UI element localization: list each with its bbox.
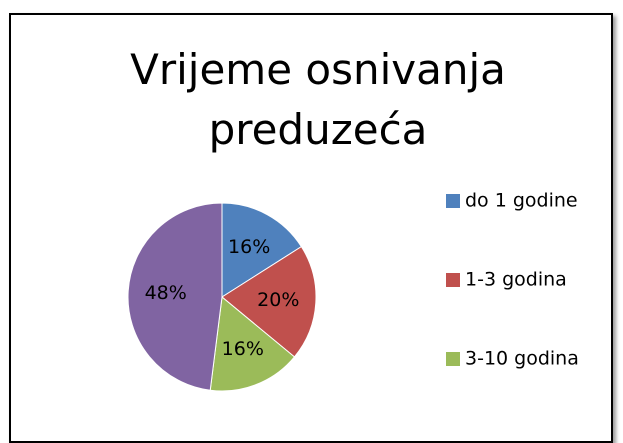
pie-slice [209, 296, 296, 392]
legend-swatch [446, 273, 460, 287]
legend-label: 3-10 godina [465, 348, 579, 370]
data-label: 16% [228, 236, 270, 258]
legend-swatch [446, 194, 460, 208]
chart-title: Vrijeme osnivanja preduzeća [130, 45, 506, 154]
pie-slice [221, 245, 317, 358]
data-label: 16% [222, 338, 264, 360]
page: Vrijeme osnivanja preduzeća 16% 20% 16% 48%… [9, 13, 613, 443]
data-label: 48% [145, 282, 187, 304]
legend-label: do 1 godine [465, 190, 578, 212]
data-label: 20% [257, 289, 299, 311]
pie-slice [221, 202, 303, 298]
chart: 16% 20% 16% 48% do 1 godine 1-3 godina 3-10 go… [127, 190, 579, 392]
legend-label: 1-3 godina [465, 269, 567, 291]
pie-slice [127, 202, 223, 391]
legend-swatch [446, 352, 460, 366]
